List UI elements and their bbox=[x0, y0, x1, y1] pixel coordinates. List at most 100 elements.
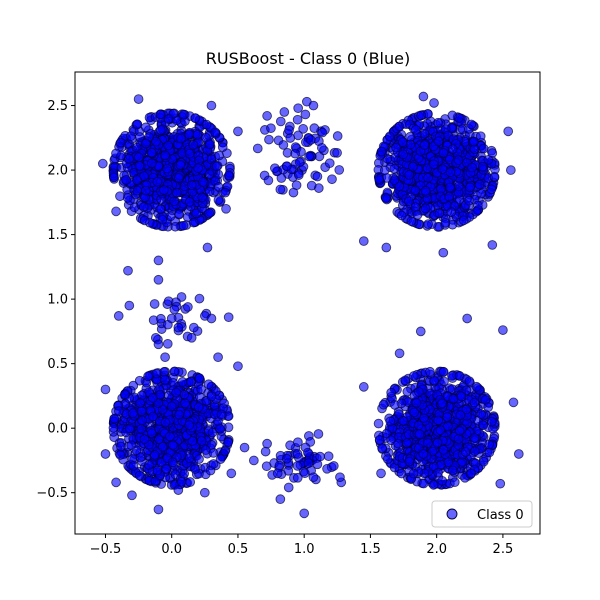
data-point bbox=[381, 193, 391, 203]
data-point bbox=[303, 458, 314, 469]
data-point bbox=[281, 453, 292, 464]
data-point bbox=[155, 125, 166, 135]
data-point bbox=[390, 400, 400, 410]
data-point bbox=[179, 468, 189, 479]
data-point bbox=[157, 404, 168, 415]
data-point bbox=[469, 397, 480, 408]
data-point bbox=[454, 112, 464, 123]
data-point bbox=[483, 402, 494, 413]
data-point bbox=[115, 137, 126, 148]
data-point bbox=[198, 177, 208, 187]
data-point bbox=[405, 139, 416, 150]
data-point bbox=[458, 215, 469, 226]
data-point bbox=[460, 447, 471, 457]
data-point bbox=[313, 429, 324, 439]
data-point bbox=[433, 136, 444, 147]
data-point bbox=[184, 148, 195, 159]
data-point bbox=[456, 391, 467, 402]
data-point bbox=[443, 457, 454, 468]
x-tick-label: 2.0 bbox=[426, 542, 447, 557]
data-point bbox=[171, 387, 181, 398]
data-point bbox=[190, 464, 201, 474]
data-point bbox=[291, 180, 302, 191]
data-point bbox=[374, 435, 385, 445]
data-point bbox=[420, 203, 431, 214]
y-tick-label: 0.5 bbox=[47, 357, 68, 372]
data-point bbox=[186, 377, 196, 387]
data-point bbox=[134, 160, 145, 171]
data-point bbox=[262, 111, 272, 121]
data-point bbox=[183, 302, 193, 312]
data-point bbox=[223, 312, 234, 323]
data-point bbox=[335, 472, 345, 483]
data-point bbox=[140, 185, 151, 196]
data-point bbox=[455, 410, 466, 421]
data-point bbox=[108, 423, 119, 433]
data-point bbox=[111, 148, 121, 159]
data-point bbox=[153, 504, 164, 515]
data-point bbox=[133, 152, 144, 163]
data-point bbox=[411, 397, 422, 408]
x-tick-label: 2.5 bbox=[493, 542, 514, 557]
y-tick-label: 2.5 bbox=[47, 99, 68, 114]
data-point bbox=[146, 158, 157, 169]
data-point bbox=[171, 187, 182, 198]
legend-marker bbox=[446, 508, 458, 520]
data-point bbox=[160, 352, 170, 363]
data-point bbox=[414, 387, 424, 397]
data-point bbox=[466, 468, 476, 479]
data-point bbox=[299, 508, 310, 519]
data-point bbox=[423, 438, 433, 448]
data-point bbox=[398, 149, 409, 160]
legend: Class 0 bbox=[431, 500, 533, 528]
data-point bbox=[428, 480, 439, 490]
data-point bbox=[153, 339, 164, 350]
data-point bbox=[158, 441, 168, 452]
data-point bbox=[194, 454, 204, 464]
data-point bbox=[220, 446, 230, 456]
data-point bbox=[127, 490, 137, 501]
data-point bbox=[188, 217, 199, 228]
data-point bbox=[115, 450, 126, 460]
data-point bbox=[293, 170, 304, 180]
data-point bbox=[157, 214, 168, 225]
data-point bbox=[438, 444, 449, 455]
data-point bbox=[394, 348, 405, 359]
data-point bbox=[429, 98, 439, 108]
data-point bbox=[196, 436, 207, 446]
data-point bbox=[143, 371, 153, 382]
data-point bbox=[146, 428, 157, 439]
data-point bbox=[128, 460, 139, 471]
data-point bbox=[470, 446, 480, 457]
data-point bbox=[138, 202, 149, 212]
legend-label: Class 0 bbox=[477, 508, 524, 523]
data-point bbox=[140, 122, 151, 133]
data-point bbox=[184, 453, 195, 463]
data-point bbox=[471, 206, 482, 217]
data-point bbox=[279, 107, 290, 117]
data-point bbox=[149, 299, 160, 309]
data-point bbox=[275, 116, 286, 127]
data-point bbox=[134, 375, 145, 386]
data-point bbox=[266, 123, 276, 134]
data-point bbox=[425, 366, 435, 377]
data-point bbox=[204, 169, 215, 180]
data-point bbox=[414, 429, 425, 440]
data-point bbox=[226, 468, 237, 479]
data-point bbox=[484, 447, 495, 458]
x-tick-label: 1.5 bbox=[360, 542, 381, 557]
data-point bbox=[411, 124, 421, 135]
data-point bbox=[292, 114, 303, 125]
data-point bbox=[184, 129, 194, 140]
data-point bbox=[384, 131, 395, 142]
data-point bbox=[124, 300, 135, 311]
data-point bbox=[111, 477, 121, 488]
data-point bbox=[276, 173, 287, 183]
data-point bbox=[206, 100, 217, 111]
y-tick-label: 1.0 bbox=[47, 293, 68, 308]
data-point bbox=[278, 140, 289, 150]
data-point bbox=[109, 413, 120, 424]
data-point bbox=[160, 374, 170, 385]
